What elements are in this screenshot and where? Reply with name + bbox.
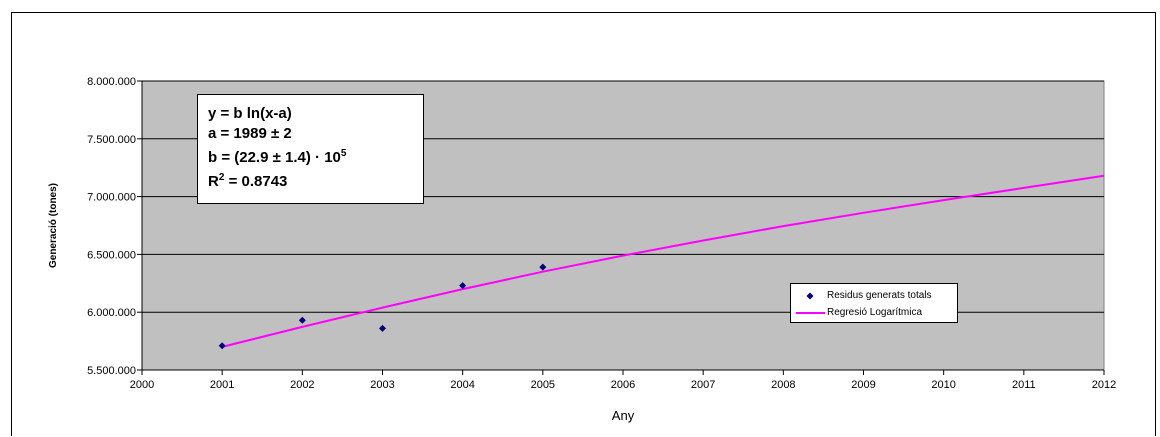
- data-point: [379, 324, 386, 332]
- legend-label-line: Regresió Logarítmica: [827, 307, 923, 318]
- x-tick-label: 2012: [1092, 379, 1116, 391]
- equation-line-2: a = 1989 ± 2: [208, 125, 292, 142]
- x-tick-label: 2005: [531, 379, 555, 391]
- x-tick-label: 2009: [851, 379, 875, 391]
- legend-item-line: Regresió Logarítmica: [791, 306, 957, 320]
- x-tick-label: 2011: [1012, 379, 1036, 391]
- data-point: [298, 316, 306, 324]
- equation-r-exponent: 2: [218, 172, 225, 183]
- equation-b-exponent: 5: [340, 148, 347, 159]
- legend-item-points: Residus generats totals: [791, 289, 957, 303]
- x-tick-label: 2004: [450, 379, 474, 391]
- x-tick-label: 2002: [290, 379, 314, 391]
- x-axis-label: Any: [612, 408, 635, 423]
- equation-r-text: R: [208, 173, 219, 190]
- x-tick-label: 2006: [611, 379, 635, 391]
- diamond-marker-icon: [806, 292, 814, 300]
- data-point: [539, 263, 547, 271]
- line-marker-icon: [796, 312, 825, 314]
- x-tick-label: 2000: [130, 379, 154, 391]
- x-tick-label: 2003: [370, 379, 394, 391]
- equation-line-3: b = (22.9 ± 1.4) · 105: [208, 144, 423, 168]
- y-tick-label: 5.500.000: [87, 365, 136, 377]
- equation-annotation: y = b ln(x-a) a = 1989 ± 2 b = (22.9 ± 1…: [197, 94, 424, 204]
- data-points: [218, 263, 547, 350]
- y-tick-label: 7.500.000: [87, 134, 136, 146]
- equation-b-text: b = (22.9 ± 1.4) · 10: [208, 149, 341, 166]
- data-point: [459, 282, 467, 290]
- y-axis-ticks: 5.500.000 6.000.000 6.500.000 7.000.000 7.50…: [87, 76, 1104, 377]
- y-axis-label: Generació (tones): [48, 183, 59, 268]
- y-tick-label: 6.500.000: [87, 249, 136, 261]
- y-tick-label: 6.000.000: [87, 307, 136, 319]
- y-tick-label: 8.000.000: [87, 76, 136, 88]
- equation-line-4: R2 = 0.8743: [208, 168, 423, 192]
- x-axis-ticks: 2000 2001 2002 2003 2004 2005 2006 2007 2008 2009…: [130, 370, 1116, 391]
- equation-line-1: y = b ln(x-a): [208, 105, 292, 122]
- x-tick-label: 2001: [210, 379, 234, 391]
- legend-label-points: Residus generats totals: [827, 290, 932, 301]
- regression-line: [221, 174, 1105, 348]
- chart-frame: [11, 12, 1156, 436]
- equation-r-value: = 0.8743: [224, 173, 288, 190]
- legend: Residus generats totals Regresió Logarít…: [790, 283, 958, 323]
- x-tick-label: 2010: [931, 379, 955, 391]
- x-tick-label: 2008: [771, 379, 795, 391]
- x-tick-label: 2007: [691, 379, 715, 391]
- data-point: [218, 342, 226, 350]
- y-tick-label: 7.000.000: [87, 192, 136, 204]
